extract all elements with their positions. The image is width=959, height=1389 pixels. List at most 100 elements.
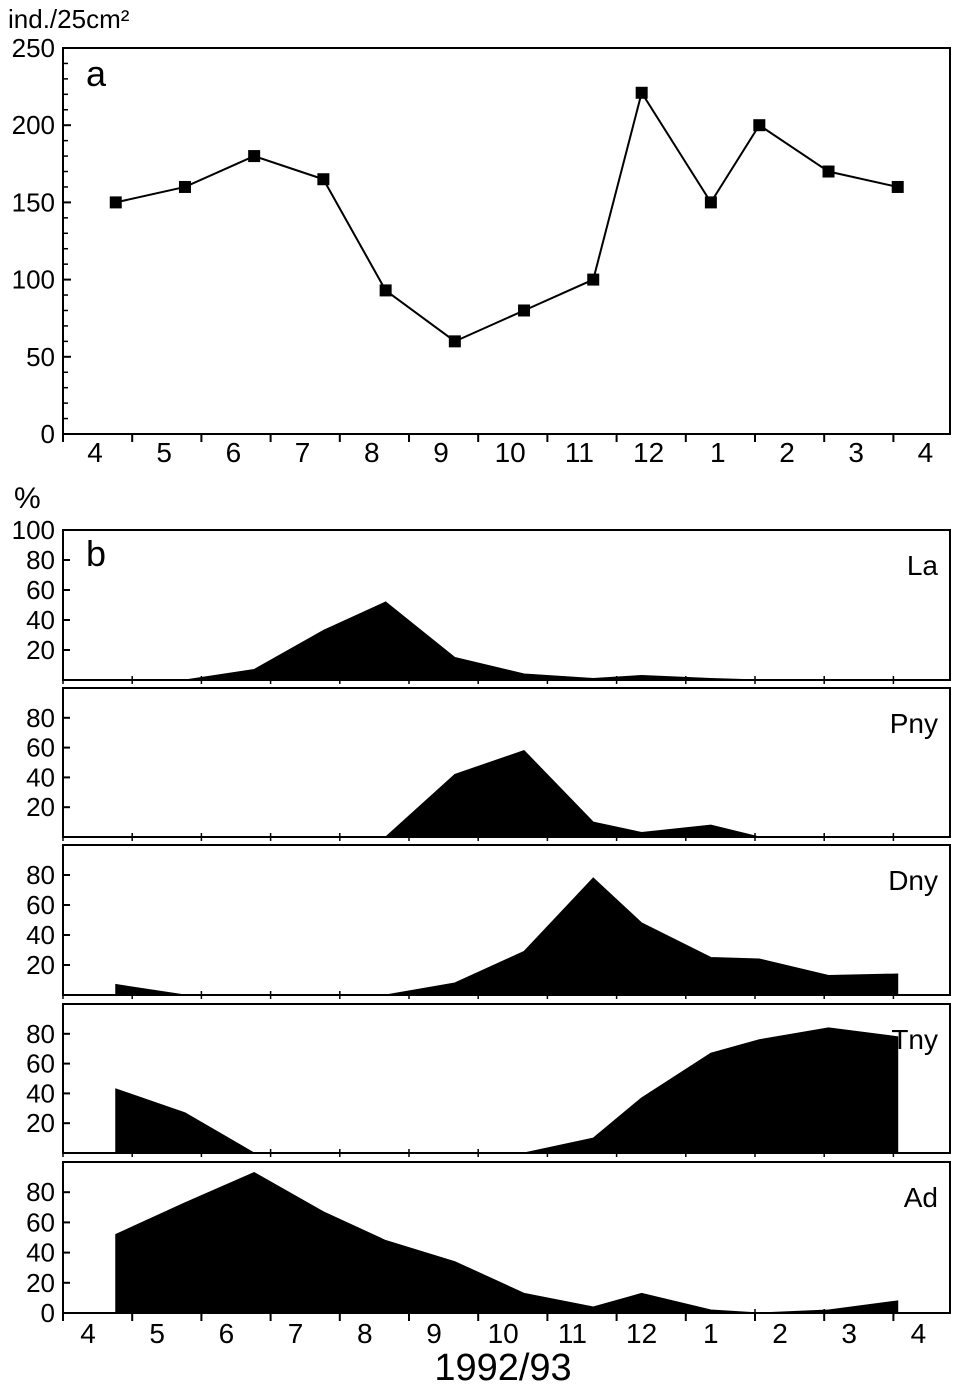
area-dny <box>115 877 899 996</box>
y-tick-label: 0 <box>41 1298 55 1328</box>
series-label: Tny <box>891 1024 938 1055</box>
x-tick-label: 4 <box>918 437 934 468</box>
data-point-marker <box>704 196 717 209</box>
x-tick-label: 11 <box>558 1318 587 1349</box>
series-label: Dny <box>888 865 938 896</box>
y-tick-label: 40 <box>26 605 55 635</box>
x-tick-label: 3 <box>841 1318 857 1349</box>
x-tick-label: 6 <box>226 437 242 468</box>
y-tick-label: 20 <box>26 792 55 822</box>
x-tick-label: 3 <box>848 437 864 468</box>
data-point-marker <box>178 180 191 193</box>
series-label: La <box>907 550 939 581</box>
y-tick-label: 80 <box>26 703 55 733</box>
y-tick-label: 20 <box>26 1268 55 1298</box>
x-tick-label: 4 <box>87 437 103 468</box>
y-tick-label: 0 <box>41 419 55 449</box>
x-tick-label: 8 <box>364 437 380 468</box>
y-tick-label: 60 <box>26 1207 55 1237</box>
area-la <box>115 601 898 681</box>
panel-a-letter: a <box>86 53 107 94</box>
panel-b-xlabel: 1992/93 <box>434 1347 571 1389</box>
y-tick-label: 40 <box>26 1238 55 1268</box>
series-label: Ad <box>904 1182 938 1213</box>
y-tick-label: 40 <box>26 762 55 792</box>
x-tick-label: 12 <box>626 1318 657 1349</box>
panel-a-x-axis: 4 5 6 7 8 9 10 11 12 1 2 3 4 <box>62 434 934 468</box>
y-tick-label: 150 <box>12 187 55 217</box>
y-tick-label: 60 <box>26 890 55 920</box>
panel-b-letter: b <box>86 533 106 574</box>
panel-a-y-axis: 0 50 100 150 200 250 <box>12 33 71 449</box>
panel-b-x-axis: 4 5 6 7 8 9 10 11 12 1 2 3 4 <box>62 1313 927 1349</box>
y-tick-label: 80 <box>26 860 55 890</box>
x-tick-label: 10 <box>495 437 526 468</box>
data-point-marker <box>891 180 904 193</box>
subpanel-frame <box>62 529 951 681</box>
data-point-marker <box>587 273 600 286</box>
x-tick-label: 8 <box>357 1318 373 1349</box>
y-tick-label: 20 <box>26 635 55 665</box>
x-tick-label: 7 <box>288 1318 304 1349</box>
x-tick-label: 7 <box>295 437 311 468</box>
x-tick-label: 5 <box>149 1318 165 1349</box>
y-tick-label: 200 <box>12 110 55 140</box>
x-tick-label: 11 <box>565 437 594 468</box>
data-point-marker <box>753 119 766 132</box>
x-tick-label: 12 <box>633 437 664 468</box>
subpanel-frame <box>62 844 951 996</box>
x-tick-label: 4 <box>80 1318 96 1349</box>
panel-a-frame <box>62 47 951 435</box>
y-tick-label: 60 <box>26 575 55 605</box>
x-tick-label: 10 <box>488 1318 519 1349</box>
y-tick-label: 80 <box>26 1177 55 1207</box>
area-tny <box>115 1027 899 1154</box>
x-tick-label: 2 <box>779 437 795 468</box>
x-tick-label: 4 <box>911 1318 927 1349</box>
x-tick-label: 6 <box>219 1318 235 1349</box>
series-label: Pny <box>890 708 938 739</box>
series-line <box>115 90 898 343</box>
y-tick-label: 40 <box>26 1078 55 1108</box>
data-point-marker <box>518 304 531 317</box>
data-point-marker <box>248 150 261 163</box>
y-tick-label: 50 <box>26 342 55 372</box>
data-point-marker <box>822 165 835 178</box>
panel-b-ylabel: % <box>14 482 41 515</box>
panel-a-ylabel: ind./25cm² <box>8 4 130 34</box>
y-tick-label: 60 <box>26 733 55 763</box>
y-tick-label: 60 <box>26 1049 55 1079</box>
y-tick-label: 20 <box>26 1108 55 1138</box>
subpanel-frame <box>62 1161 951 1314</box>
y-tick-label: 80 <box>26 545 55 575</box>
data-point-marker <box>317 173 330 186</box>
x-tick-label: 5 <box>156 437 172 468</box>
data-point-marker <box>109 196 122 209</box>
panel-a-series <box>109 86 904 348</box>
y-tick-label: 100 <box>12 515 55 545</box>
area-ad <box>115 1172 899 1314</box>
x-tick-label: 1 <box>710 437 726 468</box>
x-tick-label: 1 <box>703 1318 719 1349</box>
data-point-marker <box>379 284 392 297</box>
y-tick-label: 40 <box>26 920 55 950</box>
y-tick-label: 20 <box>26 950 55 980</box>
data-point-marker <box>635 86 648 99</box>
y-tick-label: 100 <box>12 265 55 295</box>
x-tick-label: 9 <box>433 437 449 468</box>
x-tick-label: 2 <box>772 1318 788 1349</box>
x-tick-label: 9 <box>426 1318 442 1349</box>
area-pny <box>115 750 898 838</box>
y-tick-label: 250 <box>12 33 55 63</box>
subpanel-frame <box>62 687 951 838</box>
data-point-marker <box>448 335 461 348</box>
